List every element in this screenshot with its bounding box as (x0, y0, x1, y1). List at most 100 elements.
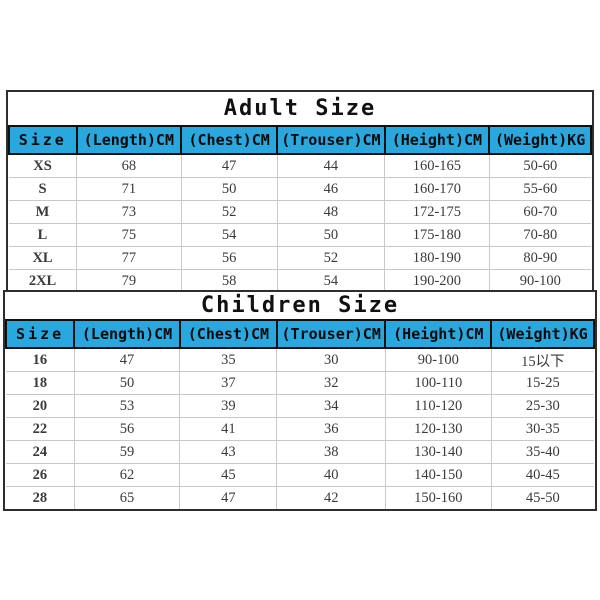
table-row: 20 53 39 34 110-120 25-30 (6, 394, 594, 418)
row-size-cell: 18 (6, 371, 75, 395)
row-value-cell: 44 (276, 153, 386, 178)
column-header: (Chest)CM (180, 125, 279, 155)
row-value-cell: 56 (180, 246, 278, 270)
row-value-cell: 40 (276, 463, 386, 487)
header-row: Size (Length)CM (Chest)CM (Trouser)CM (Heigh… (8, 125, 592, 155)
row-size-cell: L (9, 223, 78, 247)
row-size-cell: S (9, 177, 78, 201)
table-row: L 75 54 50 175-180 70-80 (9, 223, 591, 247)
row-value-cell: 77 (76, 246, 182, 270)
row-value-cell: 55-60 (488, 177, 591, 201)
row-value-cell: 70-80 (488, 223, 591, 247)
row-value-cell: 80-90 (488, 246, 591, 270)
row-size-cell: XS (9, 153, 78, 178)
row-value-cell: 41 (179, 417, 278, 441)
row-size-cell: 22 (6, 417, 75, 441)
row-value-cell: 62 (73, 463, 181, 487)
row-value-cell: 43 (179, 440, 278, 464)
table-row: 26 62 45 40 140-150 40-45 (6, 463, 594, 487)
children-table-body: 16 47 35 30 90-100 15以下 18 50 37 32 100-110 15-25 20… (6, 347, 594, 509)
row-size-cell: XL (9, 246, 78, 270)
children-size-title: Children Size (200, 293, 400, 318)
header-row: Size (Length)CM (Chest)CM (Trouser)CM (Heigh… (4, 319, 595, 349)
row-value-cell: 50-60 (488, 153, 591, 178)
row-value-cell: 50 (276, 223, 386, 247)
row-value-cell: 40-45 (490, 463, 594, 487)
row-value-cell: 110-120 (384, 394, 492, 418)
row-value-cell: 100-110 (384, 371, 492, 395)
row-value-cell: 36 (276, 417, 386, 441)
adult-size-table: Size (Length)CM (Chest)CM (Trouser)CM (Heigh… (8, 125, 592, 292)
row-value-cell: 180-190 (384, 246, 490, 270)
row-value-cell: 52 (180, 200, 278, 224)
row-value-cell: 15-25 (490, 371, 594, 395)
row-value-cell: 175-180 (384, 223, 490, 247)
row-value-cell: 30-35 (490, 417, 594, 441)
row-size-cell: 28 (6, 486, 75, 509)
row-value-cell: 30 (276, 347, 386, 372)
row-value-cell: 47 (180, 153, 278, 178)
row-value-cell: 25-30 (490, 394, 594, 418)
table-row: 28 65 47 42 150-160 45-50 (6, 486, 594, 509)
row-value-cell: 140-150 (384, 463, 492, 487)
row-size-cell: 16 (6, 347, 75, 372)
column-header: (Weight)KG (490, 319, 595, 349)
adult-table-head: Size (Length)CM (Chest)CM (Trouser)CM (Heigh… (8, 125, 592, 155)
column-header: (Trouser)CM (276, 125, 386, 155)
row-value-cell: 50 (180, 177, 278, 201)
row-value-cell: 60-70 (488, 200, 591, 224)
row-value-cell: 172-175 (384, 200, 490, 224)
row-value-cell: 73 (76, 200, 182, 224)
row-value-cell: 35 (179, 347, 278, 372)
row-size-cell: 2XL (9, 269, 78, 292)
row-value-cell: 71 (76, 177, 182, 201)
row-value-cell: 15以下 (490, 347, 594, 372)
row-value-cell: 130-140 (384, 440, 492, 464)
row-value-cell: 34 (276, 394, 386, 418)
row-value-cell: 120-130 (384, 417, 492, 441)
row-value-cell: 90-100 (488, 269, 591, 292)
row-value-cell: 53 (73, 394, 181, 418)
row-value-cell: 160-170 (384, 177, 490, 201)
row-value-cell: 39 (179, 394, 278, 418)
row-value-cell: 90-100 (384, 347, 492, 372)
adult-size-section: Adult Size Size (Length)CM (Chest)CM (Trous… (6, 90, 594, 294)
children-size-table: Size (Length)CM (Chest)CM (Trouser)CM (Heigh… (4, 319, 595, 509)
row-value-cell: 68 (76, 153, 182, 178)
adult-table-body: XS 68 47 44 160-165 50-60 S 71 50 46 160-170 55-60 M… (9, 153, 591, 292)
children-table-head: Size (Length)CM (Chest)CM (Trouser)CM (Heigh… (4, 319, 595, 349)
column-header: (Chest)CM (178, 319, 278, 349)
row-value-cell: 32 (276, 371, 386, 395)
column-header: Size (8, 125, 78, 155)
row-value-cell: 65 (73, 486, 181, 509)
column-header: (Height)CM (384, 319, 493, 349)
row-value-cell: 190-200 (384, 269, 490, 292)
row-value-cell: 150-160 (384, 486, 492, 509)
row-size-cell: 24 (6, 440, 75, 464)
column-header: (Height)CM (383, 125, 491, 155)
row-value-cell: 75 (76, 223, 182, 247)
table-row: 18 50 37 32 100-110 15-25 (6, 371, 594, 395)
table-row: 24 59 43 38 130-140 35-40 (6, 440, 594, 464)
row-value-cell: 58 (180, 269, 278, 292)
row-value-cell: 54 (180, 223, 278, 247)
row-value-cell: 52 (276, 246, 386, 270)
table-row: M 73 52 48 172-175 60-70 (9, 200, 591, 224)
row-value-cell: 160-165 (384, 153, 490, 178)
column-header: (Weight)KG (488, 125, 592, 155)
table-row: S 71 50 46 160-170 55-60 (9, 177, 591, 201)
row-value-cell: 47 (179, 486, 278, 509)
table-row: 22 56 41 36 120-130 30-35 (6, 417, 594, 441)
column-header: (Length)CM (75, 125, 183, 155)
column-header: Size (4, 319, 76, 349)
column-header: (Length)CM (73, 319, 181, 349)
row-value-cell: 79 (76, 269, 182, 292)
column-header: (Trouser)CM (275, 319, 387, 349)
row-value-cell: 38 (276, 440, 386, 464)
row-value-cell: 45 (179, 463, 278, 487)
children-size-section: Children Size Size (Length)CM (Chest)CM (Tr… (3, 290, 597, 511)
row-value-cell: 45-50 (490, 486, 594, 509)
adult-size-title: Adult Size (223, 96, 377, 121)
row-value-cell: 54 (276, 269, 386, 292)
